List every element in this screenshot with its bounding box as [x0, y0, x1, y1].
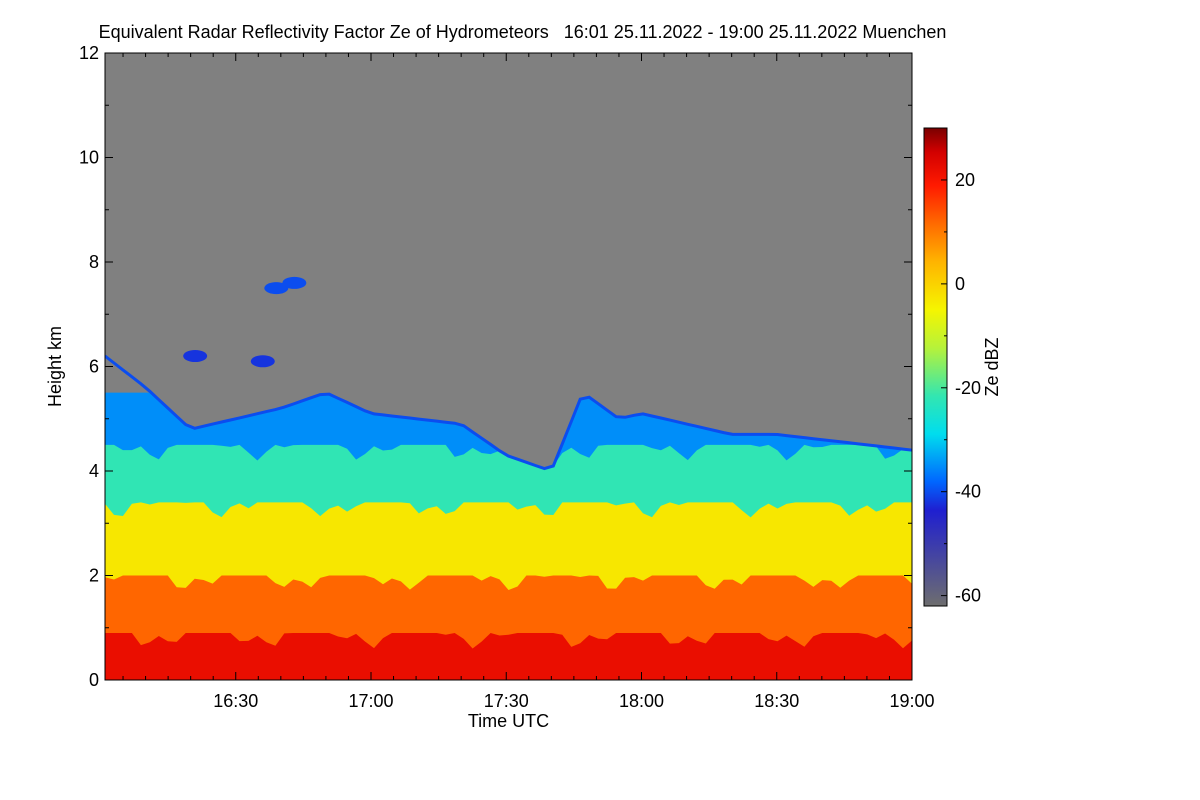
colorbar-label: Ze dBZ	[982, 337, 1002, 396]
x-tick-label: 17:30	[484, 691, 529, 711]
x-tick-label: 17:00	[348, 691, 393, 711]
colorbar-tick-label: -20	[955, 378, 981, 398]
x-axis-label: Time UTC	[468, 711, 549, 731]
y-axis-label: Height km	[45, 326, 65, 407]
y-tick-label: 8	[89, 252, 99, 272]
colorbar-tick-label: 20	[955, 170, 975, 190]
isolated-echo	[264, 282, 289, 295]
isolated-echo	[282, 276, 307, 289]
isolated-echo	[250, 355, 275, 368]
y-tick-label: 12	[79, 43, 99, 63]
y-tick-label: 4	[89, 461, 99, 481]
reflectivity-layer	[105, 633, 912, 680]
y-tick-label: 6	[89, 357, 99, 377]
colorbar-tick-label: -40	[955, 482, 981, 502]
x-tick-label: 18:30	[754, 691, 799, 711]
colorbar: 20 0 -20 -40 -60	[923, 127, 981, 607]
colorbar-gradient	[923, 127, 948, 607]
plot-area	[105, 53, 912, 680]
echo-top-edge	[105, 354, 912, 471]
chart-title: Equivalent Radar Reflectivity Factor Ze …	[98, 22, 947, 42]
y-tick-label: 2	[89, 566, 99, 586]
axes: 0 2 4 6 8 10 12 16:30 17:00 17:30 18:00 18:30 19:00	[79, 43, 935, 711]
colorbar-tick-label: 0	[955, 274, 965, 294]
colorbar-tick-label: -60	[955, 586, 981, 606]
y-tick-label: 0	[89, 670, 99, 690]
y-tick-label: 10	[79, 148, 99, 168]
x-tick-label: 18:00	[619, 691, 664, 711]
isolated-echo	[183, 350, 208, 363]
x-tick-label: 16:30	[213, 691, 258, 711]
x-tick-label: 19:00	[889, 691, 934, 711]
